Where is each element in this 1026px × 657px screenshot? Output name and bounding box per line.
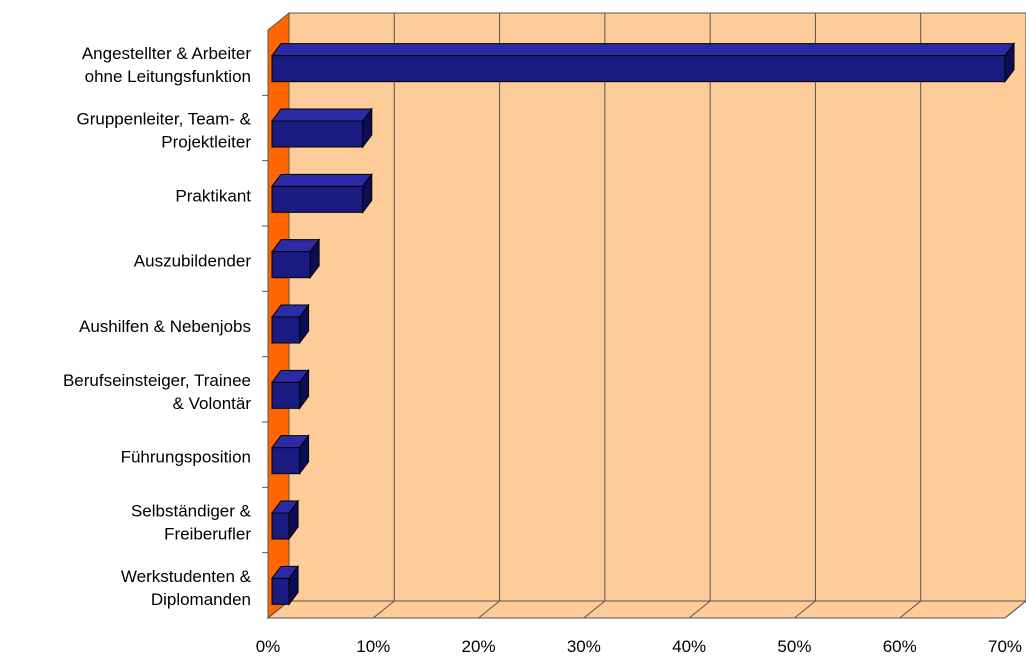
category-label: Angestellter & Arbeiter — [82, 44, 251, 63]
category-label: Führungsposition — [121, 448, 251, 467]
bar-front — [271, 512, 290, 540]
category-label: Projektleiter — [161, 133, 251, 152]
category-label: Werkstudenten & — [121, 567, 252, 586]
bar-front — [271, 316, 301, 344]
bar-front — [271, 185, 364, 213]
bar — [271, 368, 310, 410]
category-label: Auszubildender — [134, 252, 252, 271]
bar — [271, 303, 310, 345]
floor-line-1 — [372, 600, 395, 619]
x-tick-label: 50% — [777, 637, 811, 656]
x-tick-labels: 0% 10% 20% 30% 40% 50% 60% 70% — [256, 637, 1022, 656]
gridlines — [262, 13, 1026, 619]
floor-line-3 — [583, 600, 606, 619]
bar-top — [271, 108, 373, 122]
bar-top — [271, 173, 373, 187]
category-labels: Angestellter & Arbeiter ohne Leitungsfunk… — [63, 44, 252, 609]
category-label: Berufseinsteiger, Trainee — [63, 371, 251, 390]
floor — [266, 600, 1026, 619]
bar-front — [271, 381, 301, 409]
x-tick-label: 20% — [462, 637, 496, 656]
category-label: Aushilfen & Nebenjobs — [79, 317, 251, 336]
bar-front — [271, 120, 364, 148]
category-label: Gruppenleiter, Team- & — [77, 110, 252, 129]
category-label: ohne Leitungsfunktion — [85, 67, 251, 86]
bar-front — [271, 447, 301, 475]
floor-line-5 — [794, 600, 816, 619]
bar — [271, 238, 321, 280]
x-tick-label: 70% — [988, 637, 1022, 656]
x-tick-label: 10% — [356, 637, 390, 656]
bar-top — [271, 43, 1015, 57]
bar — [271, 564, 300, 606]
bar — [271, 499, 300, 541]
back-wall — [288, 12, 1026, 602]
x-tick-label: 60% — [883, 637, 917, 656]
bar-front — [271, 577, 290, 605]
bar-front — [271, 55, 1006, 83]
category-label: Diplomanden — [151, 590, 251, 609]
floor-line-7 — [1004, 600, 1026, 619]
bar-front — [271, 251, 311, 279]
x-tick-label: 0% — [256, 637, 281, 656]
x-tick-label: 30% — [567, 637, 601, 656]
category-label: Selbständiger & — [131, 502, 252, 521]
x-tick-label: 40% — [672, 637, 706, 656]
floor-line-4 — [688, 600, 711, 619]
bar — [271, 107, 373, 149]
bars — [271, 42, 1015, 606]
floor-line-2 — [478, 600, 500, 619]
chart-walls — [266, 11, 1026, 620]
bar — [271, 172, 373, 214]
category-label: Freiberufler — [164, 525, 251, 544]
bar — [271, 42, 1015, 84]
category-label: Praktikant — [175, 186, 251, 205]
category-label: & Volontär — [173, 394, 252, 413]
floor-line-6 — [899, 600, 922, 619]
bar — [271, 434, 310, 476]
